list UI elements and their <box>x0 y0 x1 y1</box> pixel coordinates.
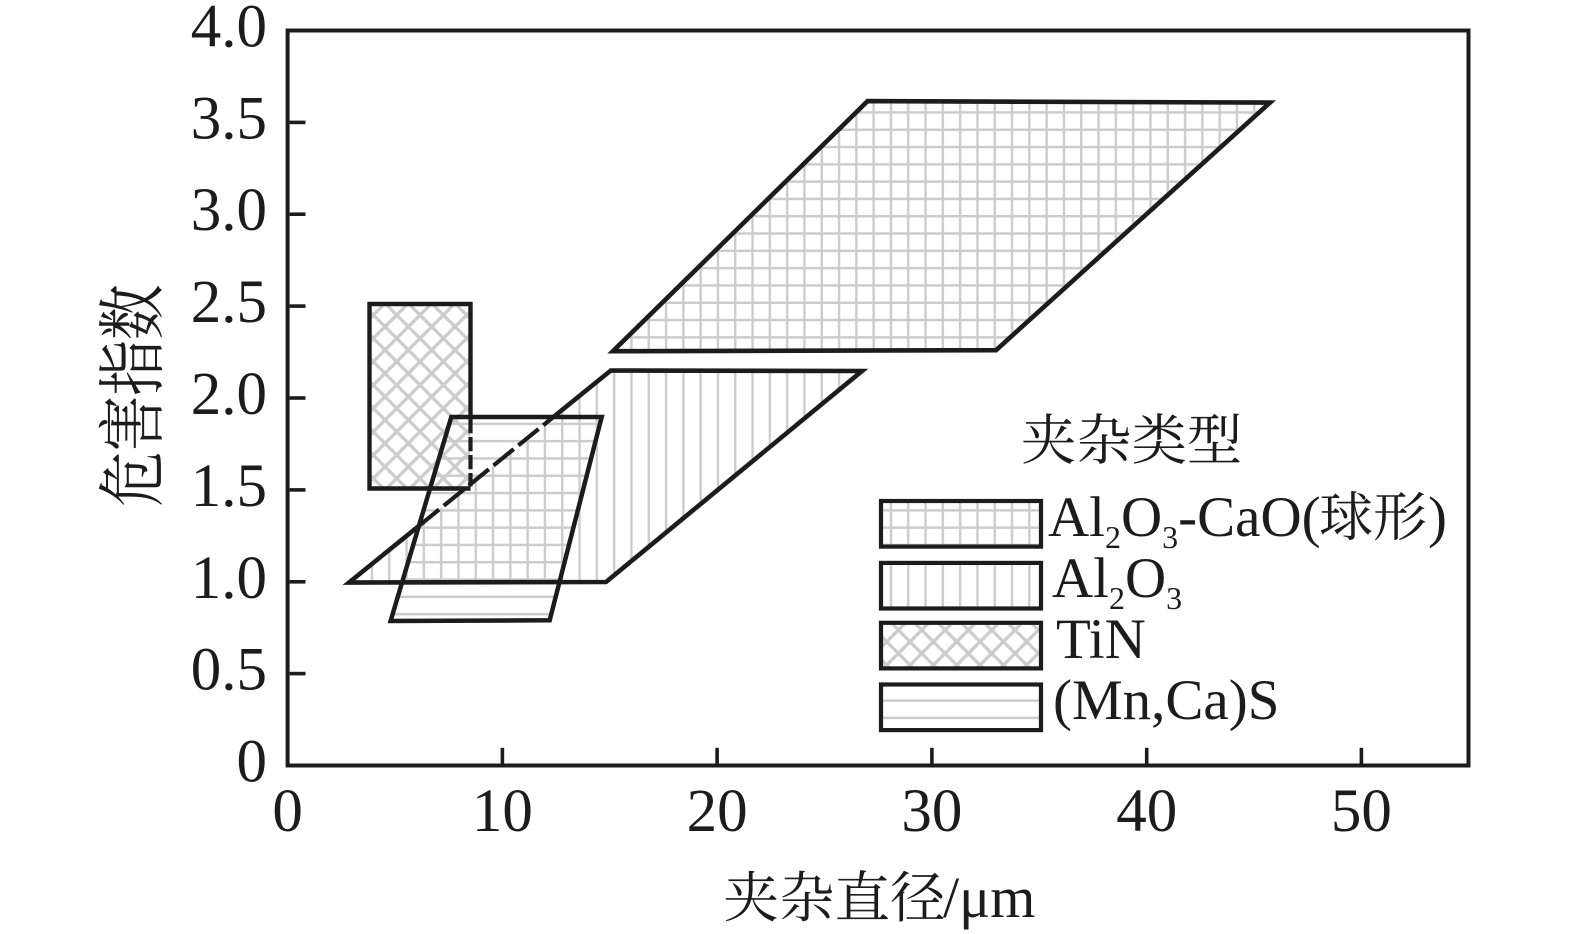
svg-text:/μm: /μm <box>943 865 1035 930</box>
svg-text:3.0: 3.0 <box>191 177 267 244</box>
svg-text:4.0: 4.0 <box>191 0 267 61</box>
svg-text:): ) <box>1428 486 1447 549</box>
svg-text:2.5: 2.5 <box>191 269 267 336</box>
svg-text:3.5: 3.5 <box>191 85 267 152</box>
svg-text:10: 10 <box>472 778 533 845</box>
svg-text:50: 50 <box>1331 778 1392 845</box>
svg-text:0: 0 <box>272 778 303 845</box>
svg-text:30: 30 <box>901 778 962 845</box>
svg-text:40: 40 <box>1116 778 1177 845</box>
svg-text:TiN: TiN <box>1056 608 1146 671</box>
svg-text:20: 20 <box>687 778 748 845</box>
svg-text:0.5: 0.5 <box>191 637 267 704</box>
svg-text:Al2O3-CaO(: Al2O3-CaO( <box>1048 486 1321 555</box>
svg-text:2.0: 2.0 <box>191 361 267 428</box>
svg-text:0: 0 <box>237 729 268 796</box>
svg-text:1.5: 1.5 <box>191 453 267 520</box>
svg-text:1.0: 1.0 <box>191 545 267 612</box>
svg-text:(Mn,Ca)S: (Mn,Ca)S <box>1053 669 1279 732</box>
